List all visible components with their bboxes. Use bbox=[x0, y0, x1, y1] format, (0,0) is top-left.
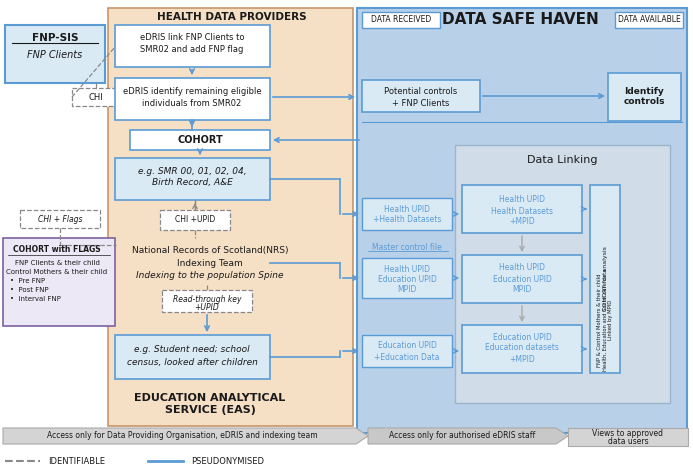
Text: Control Mothers & their child: Control Mothers & their child bbox=[6, 269, 107, 275]
Text: CHI +UPID: CHI +UPID bbox=[175, 216, 215, 225]
Text: National Records of Scotland(NRS): National Records of Scotland(NRS) bbox=[132, 245, 288, 254]
FancyBboxPatch shape bbox=[362, 258, 452, 298]
Text: Identify: Identify bbox=[624, 86, 664, 95]
FancyBboxPatch shape bbox=[462, 255, 582, 303]
Text: Data Linking: Data Linking bbox=[527, 155, 597, 165]
Text: CHI + Flags: CHI + Flags bbox=[37, 214, 82, 224]
Text: DATA AVAILABLE: DATA AVAILABLE bbox=[617, 16, 681, 25]
FancyBboxPatch shape bbox=[108, 8, 353, 426]
FancyBboxPatch shape bbox=[362, 198, 452, 230]
Text: Health UPID: Health UPID bbox=[499, 263, 545, 272]
FancyBboxPatch shape bbox=[3, 238, 115, 326]
Text: IDENTIFIABLE: IDENTIFIABLE bbox=[48, 456, 105, 465]
Text: FNP & Control Mothers & their child
Health, Education and Social care data
Linke: FNP & Control Mothers & their child Heal… bbox=[597, 269, 613, 371]
FancyBboxPatch shape bbox=[568, 428, 688, 446]
Text: +Education Data: +Education Data bbox=[374, 353, 440, 362]
FancyBboxPatch shape bbox=[72, 88, 120, 106]
Text: Health Datasets: Health Datasets bbox=[491, 207, 553, 216]
Text: Read-through key: Read-through key bbox=[173, 295, 241, 303]
Text: individuals from SMR02: individuals from SMR02 bbox=[142, 99, 242, 108]
Text: + FNP Clients: + FNP Clients bbox=[392, 99, 450, 108]
FancyBboxPatch shape bbox=[615, 12, 683, 28]
Text: DATA SAFE HAVEN: DATA SAFE HAVEN bbox=[441, 12, 598, 27]
Text: Indexing Team: Indexing Team bbox=[177, 259, 243, 268]
FancyBboxPatch shape bbox=[362, 80, 480, 112]
Text: MPID: MPID bbox=[512, 286, 532, 295]
Text: FNP Clients & their child: FNP Clients & their child bbox=[15, 260, 99, 266]
Text: SERVICE (EAS): SERVICE (EAS) bbox=[164, 405, 256, 415]
Text: •  Post FNP: • Post FNP bbox=[10, 287, 49, 293]
Text: Education UPID: Education UPID bbox=[378, 342, 437, 351]
FancyBboxPatch shape bbox=[130, 130, 270, 150]
FancyBboxPatch shape bbox=[590, 185, 620, 373]
Text: Access only for authorised eDRIS staff: Access only for authorised eDRIS staff bbox=[389, 431, 535, 440]
Text: Master control file: Master control file bbox=[372, 244, 442, 253]
FancyBboxPatch shape bbox=[115, 158, 270, 200]
Text: SMR02 and add FNP flag: SMR02 and add FNP flag bbox=[140, 45, 244, 54]
Text: eDRIS link FNP Clients to: eDRIS link FNP Clients to bbox=[140, 34, 244, 42]
FancyBboxPatch shape bbox=[462, 325, 582, 373]
Text: data users: data users bbox=[608, 438, 649, 447]
Polygon shape bbox=[368, 428, 568, 444]
Text: Health UPID: Health UPID bbox=[499, 195, 545, 204]
Text: Health UPID: Health UPID bbox=[384, 204, 430, 213]
FancyBboxPatch shape bbox=[115, 25, 270, 67]
Text: e.g. Student need; school: e.g. Student need; school bbox=[134, 345, 249, 354]
Text: CHI: CHI bbox=[89, 93, 103, 101]
FancyBboxPatch shape bbox=[160, 210, 230, 230]
Text: DATA RECEIVED: DATA RECEIVED bbox=[371, 16, 431, 25]
FancyBboxPatch shape bbox=[20, 210, 100, 228]
FancyBboxPatch shape bbox=[115, 78, 270, 120]
Text: +MPID: +MPID bbox=[509, 354, 535, 363]
Text: Views to approved: Views to approved bbox=[593, 430, 663, 438]
FancyBboxPatch shape bbox=[362, 12, 440, 28]
FancyBboxPatch shape bbox=[455, 145, 670, 403]
Text: +MPID: +MPID bbox=[509, 218, 535, 227]
Text: Education UPID: Education UPID bbox=[493, 332, 552, 342]
Text: +Health Datasets: +Health Datasets bbox=[373, 214, 441, 224]
FancyBboxPatch shape bbox=[115, 335, 270, 379]
FancyBboxPatch shape bbox=[162, 290, 252, 312]
FancyBboxPatch shape bbox=[357, 8, 687, 433]
Text: Access only for Data Providing Organisation, eDRIS and indexing team: Access only for Data Providing Organisat… bbox=[46, 431, 317, 440]
Text: Birth Record, A&E: Birth Record, A&E bbox=[152, 178, 232, 187]
Text: e.g. SMR 00, 01, 02, 04,: e.g. SMR 00, 01, 02, 04, bbox=[138, 167, 246, 176]
Text: Health UPID: Health UPID bbox=[384, 265, 430, 275]
Text: eDRIS identify remaining eligible: eDRIS identify remaining eligible bbox=[123, 86, 261, 95]
Polygon shape bbox=[3, 428, 368, 444]
Text: Indexing to the population Spine: Indexing to the population Spine bbox=[137, 271, 283, 280]
Text: PSEUDONYMISED: PSEUDONYMISED bbox=[191, 456, 264, 465]
Text: COHORT with FLAGS: COHORT with FLAGS bbox=[13, 245, 100, 254]
Text: FNP-SIS: FNP-SIS bbox=[32, 33, 78, 43]
Text: +UPID: +UPID bbox=[195, 303, 220, 312]
FancyBboxPatch shape bbox=[462, 185, 582, 233]
Text: controls: controls bbox=[623, 98, 665, 107]
Text: •  Interval FNP: • Interval FNP bbox=[10, 296, 61, 302]
Text: FNP Clients: FNP Clients bbox=[28, 50, 82, 60]
Text: census, looked after children: census, looked after children bbox=[127, 357, 257, 366]
Text: •  Pre FNP: • Pre FNP bbox=[10, 278, 45, 284]
Text: COHORT: COHORT bbox=[177, 135, 223, 145]
FancyBboxPatch shape bbox=[5, 25, 105, 83]
Text: Education UPID: Education UPID bbox=[493, 275, 552, 284]
Text: Education datasets: Education datasets bbox=[485, 344, 559, 353]
Text: COHORT for analysis: COHORT for analysis bbox=[602, 246, 608, 312]
Text: Education UPID: Education UPID bbox=[378, 276, 437, 285]
FancyBboxPatch shape bbox=[608, 73, 681, 121]
Text: MPID: MPID bbox=[397, 286, 416, 295]
Text: EDUCATION ANALYTICAL: EDUCATION ANALYTICAL bbox=[134, 393, 286, 403]
Text: HEALTH DATA PROVIDERS: HEALTH DATA PROVIDERS bbox=[157, 12, 307, 22]
FancyBboxPatch shape bbox=[362, 335, 452, 367]
Text: Potential controls: Potential controls bbox=[385, 87, 457, 96]
